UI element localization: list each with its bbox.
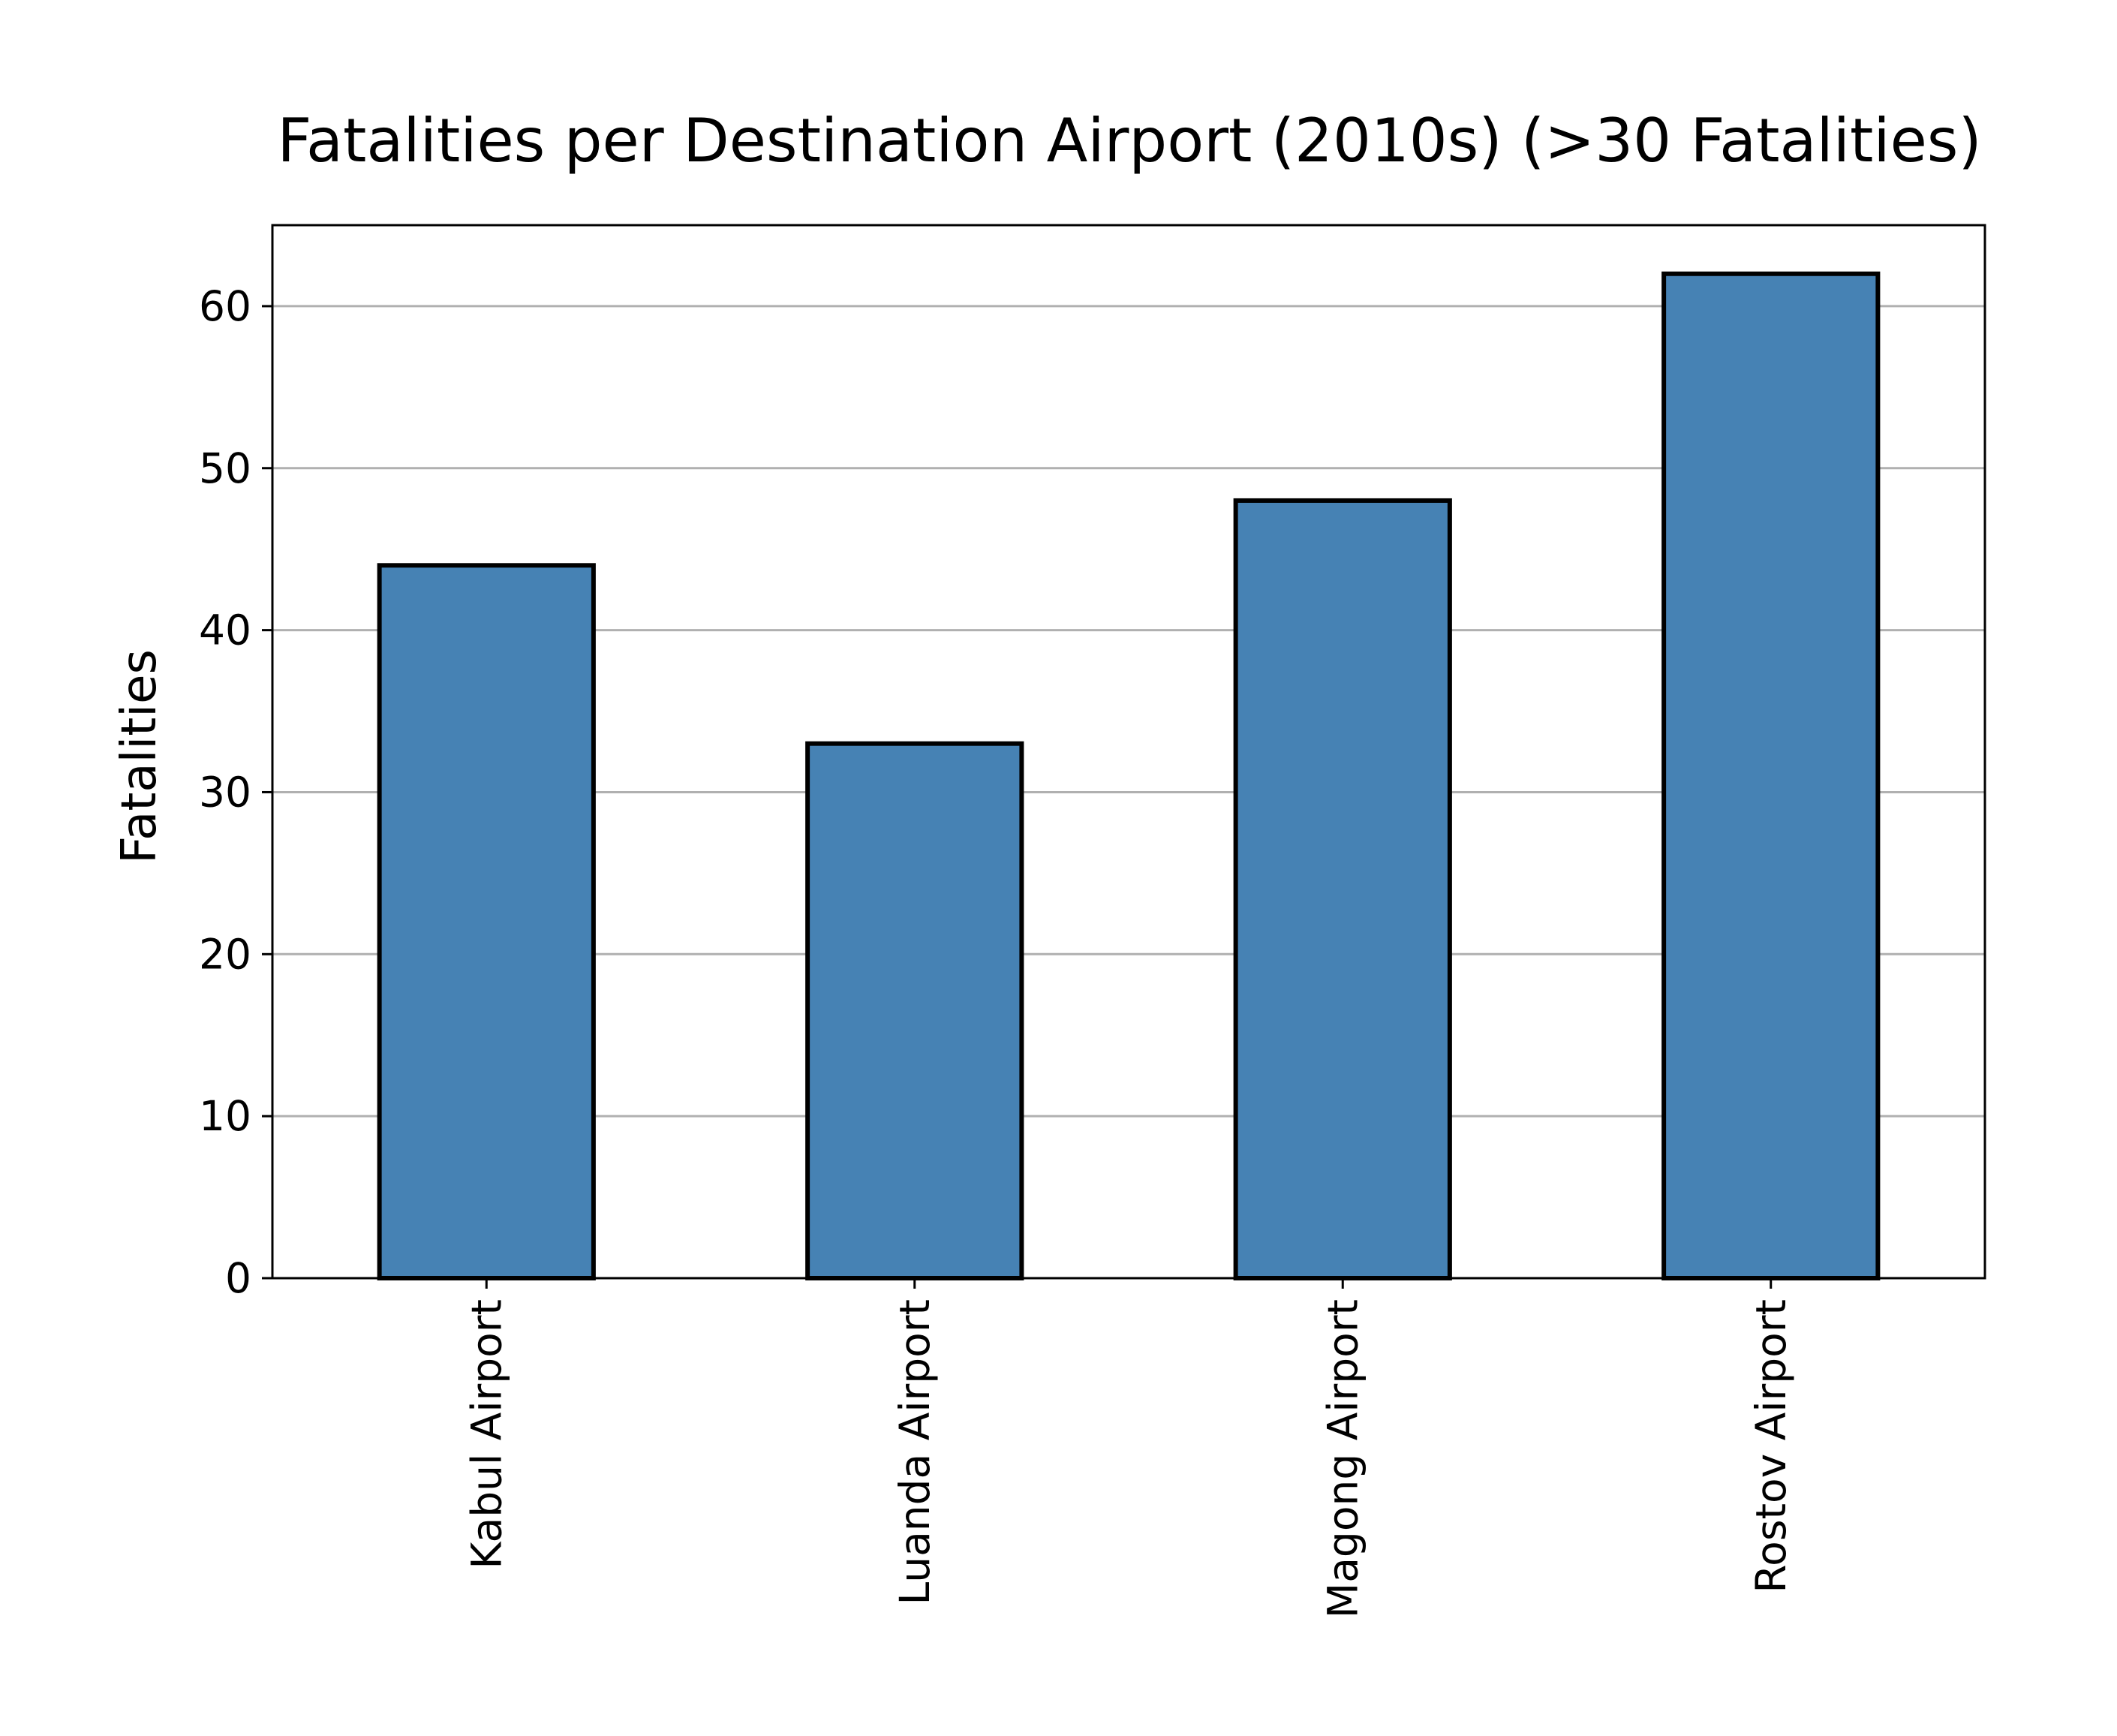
bars [377, 271, 1881, 1280]
x-tick-label: Magong Airport [1319, 1299, 1367, 1618]
y-axis-ticks: 0 10 20 30 40 50 60 [199, 282, 272, 1302]
y-tick-label: 20 [199, 930, 251, 978]
bar-luanda-airport [805, 741, 1024, 1280]
x-tick-label: Luanda Airport [891, 1299, 939, 1605]
y-tick-label: 0 [225, 1254, 251, 1302]
x-axis-ticks: Kabul Airport Luanda Airport Magong Airpor… [462, 1278, 1795, 1618]
y-tick-label: 30 [199, 768, 251, 816]
plot-frame [271, 224, 1986, 1280]
y-tick-label: 50 [199, 444, 251, 492]
x-tick-label: Rostov Airport [1747, 1299, 1795, 1593]
bar-rostov-airport [1661, 271, 1881, 1280]
y-tick-label: 40 [199, 606, 251, 654]
x-tick-label: Kabul Airport [462, 1299, 510, 1569]
y-tick-label: 60 [199, 282, 251, 330]
bar-kabul-airport [377, 563, 596, 1280]
y-tick-label: 10 [199, 1092, 251, 1140]
bar-magong-airport [1233, 498, 1452, 1280]
chart-title: Fatalities per Destination Airport (2010… [277, 106, 1981, 176]
y-axis-label: Fatalities [112, 649, 167, 864]
